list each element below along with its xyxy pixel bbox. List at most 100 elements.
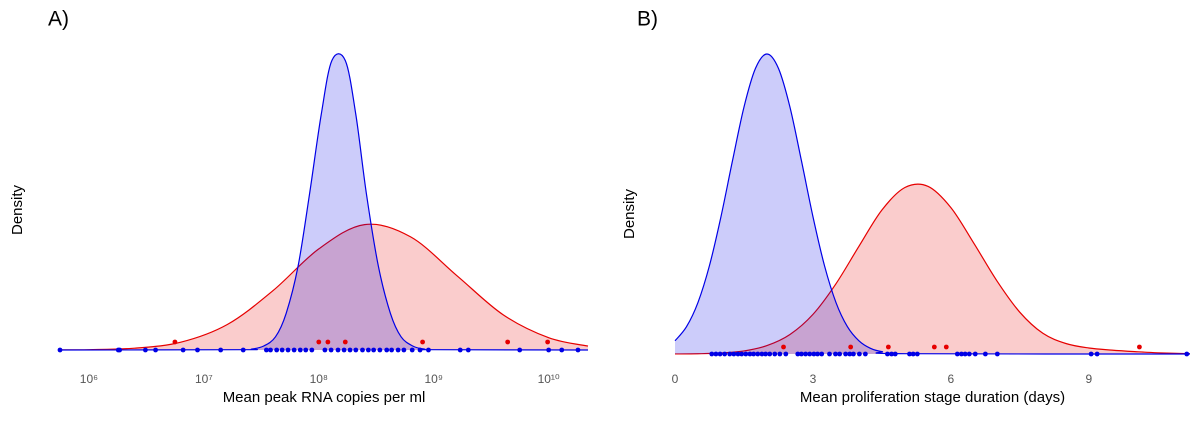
rug-point [297,347,303,353]
rug-point [172,339,178,345]
rug-point [972,351,978,357]
density-line [59,53,589,351]
rug-point [420,339,425,345]
rug-point [395,347,401,353]
rug-point [885,344,891,350]
rug-point [240,347,246,353]
rug-point [722,351,728,357]
x-tick-label: 0 [672,372,679,386]
density-area [60,53,588,350]
rug-point [117,347,123,353]
rug-point [856,351,862,357]
rug-point [426,347,431,353]
rug-point [851,351,856,357]
rug-point [892,351,898,357]
rug-point [328,347,334,353]
rug-point [465,347,471,353]
rug-point [815,351,820,357]
rug-point [819,351,825,357]
rug-point [291,347,297,353]
rug-point [848,344,854,350]
rug-point [943,344,949,350]
x-tick-label: 3 [810,372,817,386]
rug-point [889,351,894,357]
rug-point [709,351,715,357]
rug-point [401,347,407,353]
rug-point [371,347,377,353]
rug-point [341,347,347,353]
rug-point [833,351,838,357]
rug-point [274,347,280,353]
rug-point [218,347,224,353]
rug-point [727,351,733,357]
rug-point [285,347,291,353]
rug-point [279,347,285,353]
rug-point [360,347,365,353]
rug-point [1094,351,1100,357]
rug-point [1088,351,1094,357]
rug-point [783,351,789,357]
rug-point [263,347,269,353]
density-area [675,184,1190,354]
rug-point [755,351,761,357]
rug-point [322,347,328,353]
x-tick-label: 6 [948,372,955,386]
rug-point [303,347,309,353]
x-axis-label: Mean proliferation stage duration (days) [800,389,1065,406]
rug-point [931,344,937,350]
rug-point [546,347,552,353]
rug-point [505,339,511,345]
rug-point [807,351,813,357]
rug-point [847,351,853,357]
panel-title: B) [637,8,658,31]
rug-point [862,351,868,357]
x-tick-label: 10⁹ [424,372,443,386]
rug-point [811,351,817,357]
density-line [674,53,1191,355]
rug-point [954,351,960,357]
rug-point [885,351,890,357]
rug-point [743,351,749,357]
rug-point [731,351,737,357]
density-line [59,223,589,351]
rug-point [545,339,551,345]
rug-point [739,351,745,357]
rug-point [994,351,1000,357]
rug-point [1184,351,1190,357]
rug-point [153,347,158,353]
density-line [674,183,1191,355]
rug-point [347,347,353,353]
rug-point [559,347,565,353]
rug-point [335,347,341,353]
rug-point [735,351,741,357]
rug-point [759,351,765,357]
rug-point [837,351,843,357]
rug-point [325,339,331,345]
panel-title: A) [48,8,69,31]
rug-point [962,351,968,357]
rug-point [377,347,383,353]
rug-point [365,347,371,353]
rug-point [910,351,916,357]
rug-point [747,351,753,357]
rug-point [457,347,463,353]
rug-point [966,351,972,357]
rug-point [195,347,200,353]
rug-point [575,347,581,353]
rug-point [1137,344,1142,350]
rug-point [795,351,801,357]
rug-point [316,339,322,345]
rug-point [803,351,808,357]
rug-point [384,347,390,353]
rug-point [268,347,273,353]
x-tick-label: 10⁷ [195,372,213,386]
rug-point [781,344,786,350]
rug-point [517,347,523,353]
rug-point [772,351,778,357]
x-tick-label: 9 [1085,372,1092,386]
rug-point [914,351,920,357]
density-area [60,224,588,350]
rug-point [843,351,848,357]
